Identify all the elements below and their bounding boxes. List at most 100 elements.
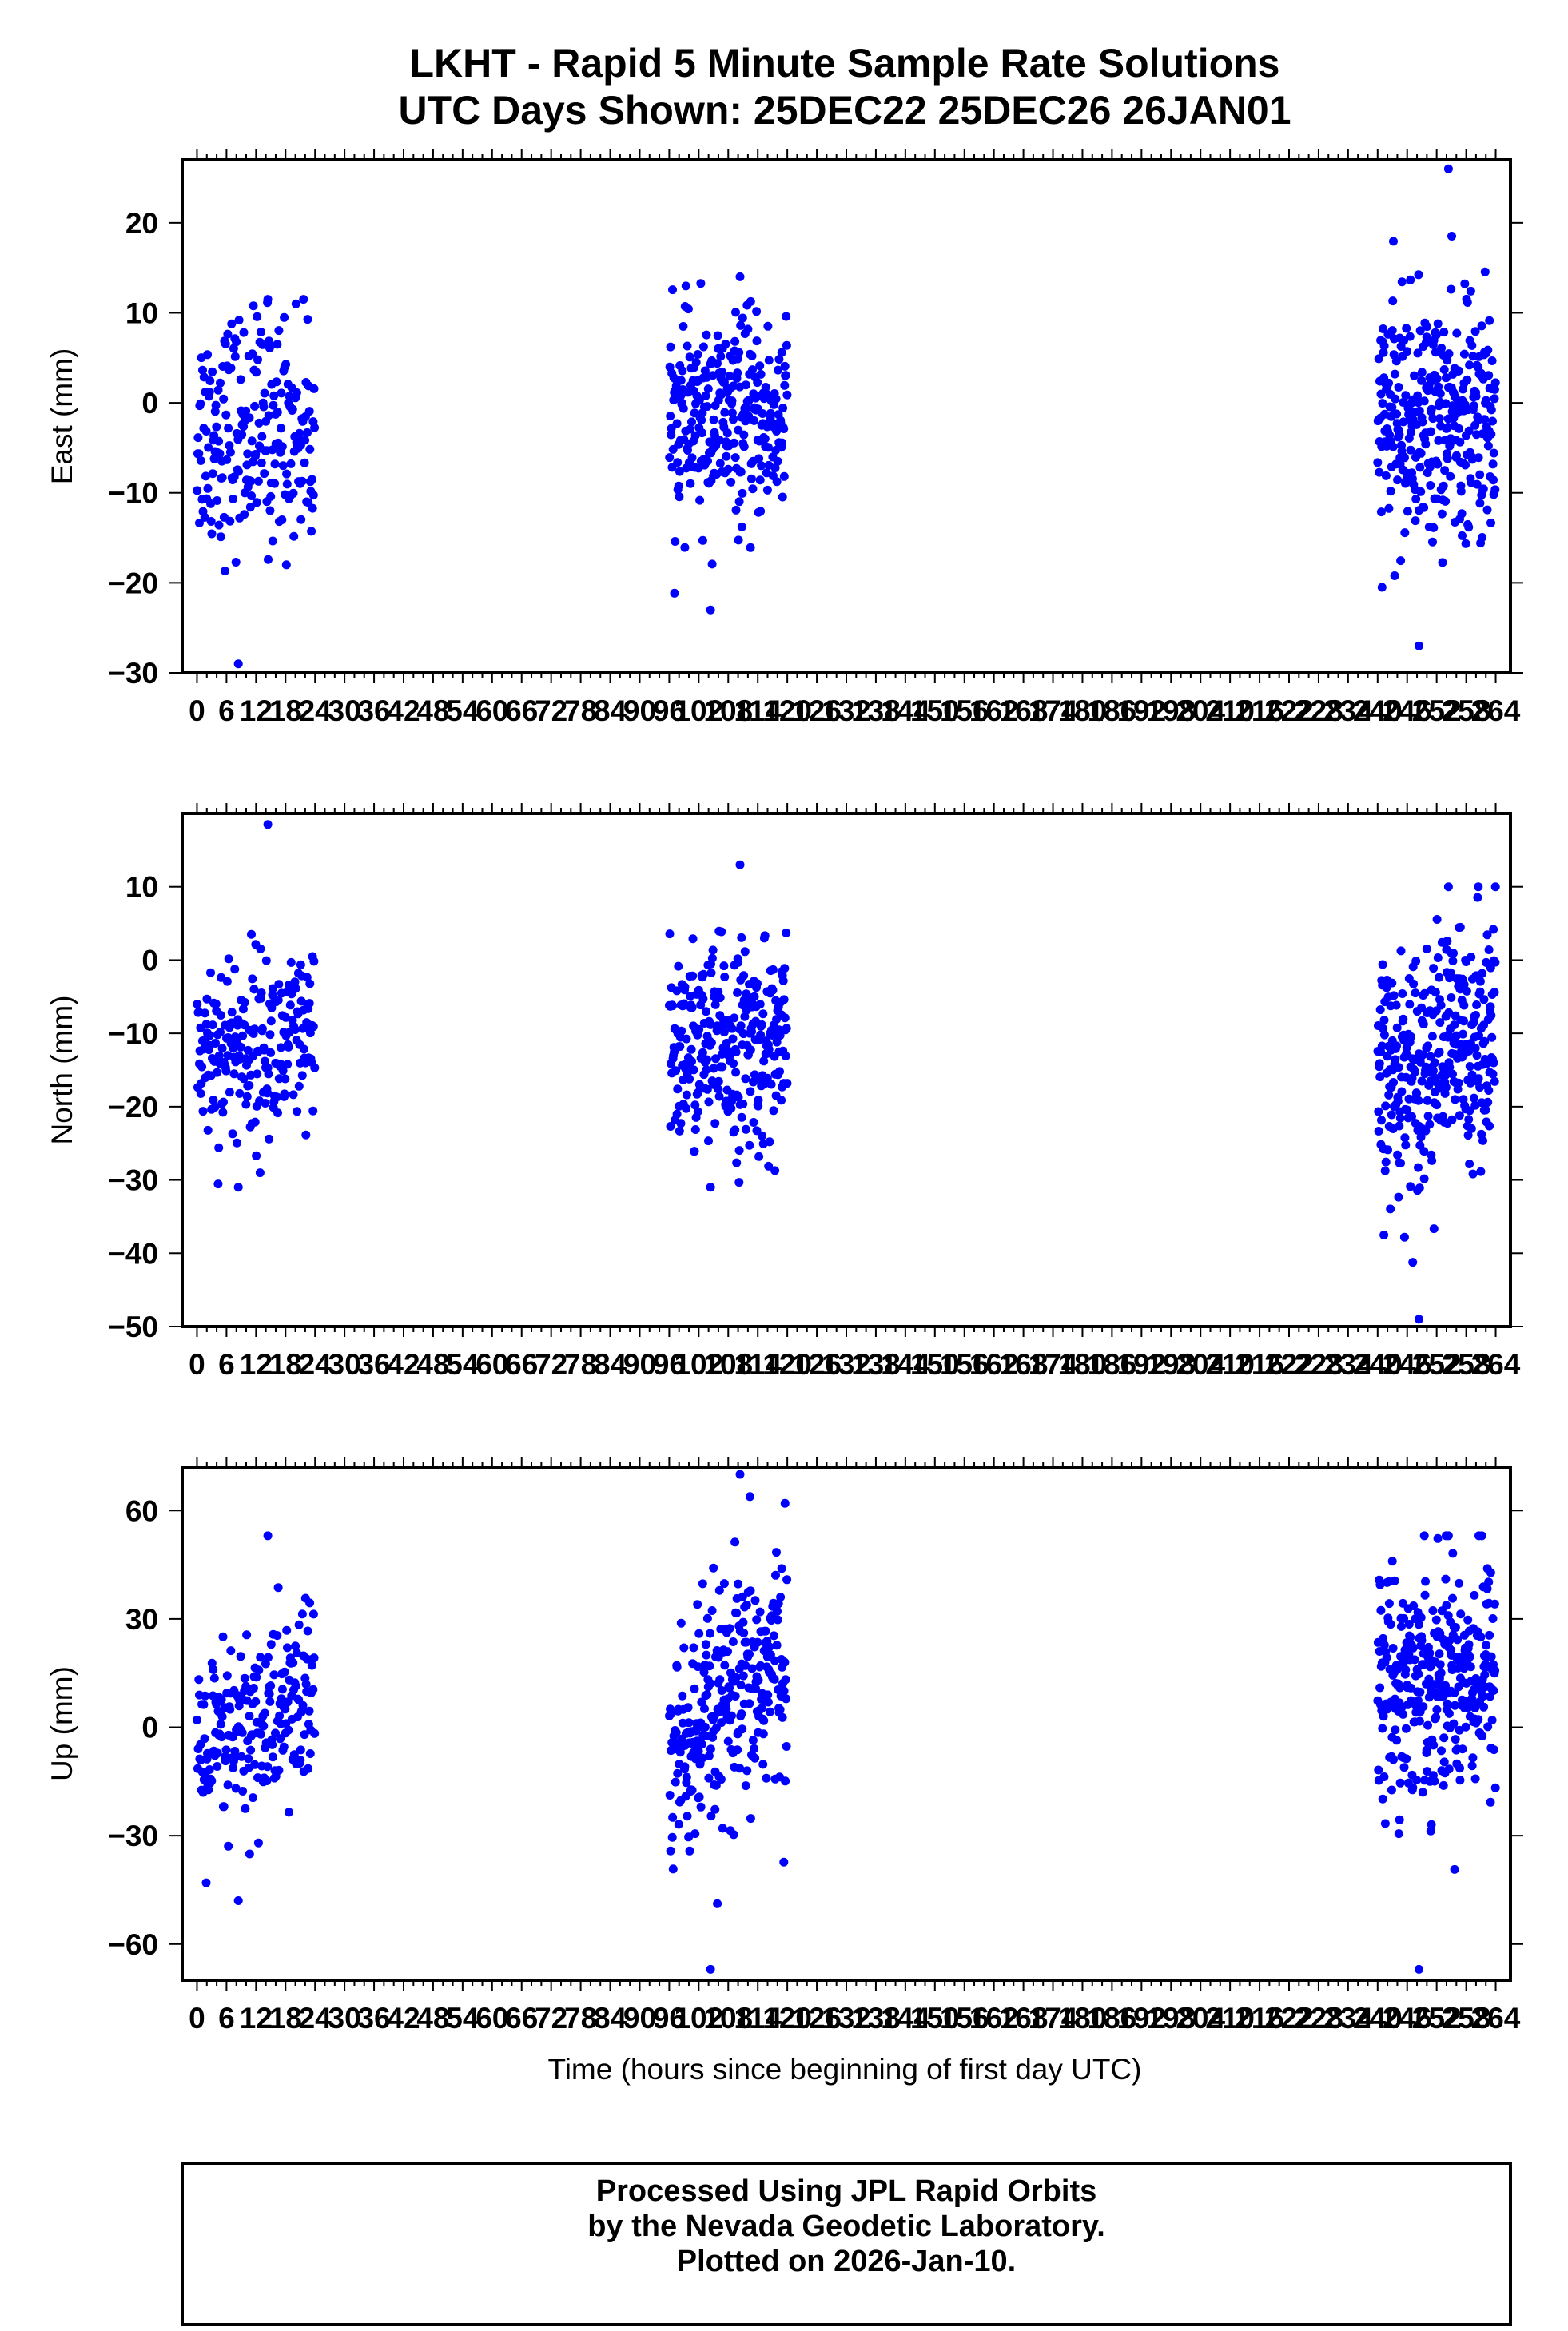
data-point xyxy=(672,986,682,996)
data-point xyxy=(746,1087,755,1096)
data-point xyxy=(761,1626,770,1636)
x-tick-label: 78 xyxy=(564,694,597,727)
data-point xyxy=(229,1763,238,1772)
data-point xyxy=(303,428,312,437)
data-point xyxy=(1401,1665,1411,1674)
data-point xyxy=(668,1864,678,1874)
data-point xyxy=(693,350,702,359)
data-point xyxy=(281,1704,290,1714)
data-point xyxy=(781,1052,790,1060)
data-point xyxy=(757,461,766,471)
data-point xyxy=(283,1060,293,1069)
data-point xyxy=(714,1076,723,1086)
data-point xyxy=(674,1820,683,1829)
data-point xyxy=(238,1787,248,1796)
data-point xyxy=(218,1632,228,1641)
data-point xyxy=(1472,1051,1482,1060)
data-point xyxy=(698,535,707,545)
data-point xyxy=(1484,1577,1494,1587)
data-point xyxy=(240,1673,249,1683)
data-point xyxy=(264,555,273,564)
data-point-min xyxy=(706,1964,715,1974)
data-point xyxy=(1434,436,1443,445)
data-point xyxy=(777,1564,786,1573)
series-25DEC22 xyxy=(193,820,320,1192)
data-point xyxy=(758,1729,768,1739)
data-point xyxy=(245,413,254,423)
data-point xyxy=(695,495,705,505)
data-point xyxy=(731,505,741,515)
data-point xyxy=(247,929,256,939)
data-point xyxy=(1455,1111,1464,1120)
data-point xyxy=(690,431,700,440)
data-point-max xyxy=(1443,164,1453,173)
data-point xyxy=(263,1088,273,1098)
data-point xyxy=(1379,1641,1389,1649)
x-tick-label: 48 xyxy=(416,1348,449,1381)
data-point xyxy=(296,1745,305,1755)
data-point xyxy=(704,1136,713,1146)
data-point xyxy=(1450,1864,1459,1874)
data-point xyxy=(782,1024,791,1033)
plot-frame xyxy=(181,812,1512,1328)
data-point xyxy=(750,1744,759,1753)
data-point xyxy=(1433,319,1443,328)
data-point xyxy=(1435,973,1444,982)
data-point xyxy=(207,529,217,539)
data-point xyxy=(1378,960,1387,969)
data-point xyxy=(283,1643,292,1653)
data-point xyxy=(690,1147,699,1156)
x-tick-label: 240 xyxy=(1353,2002,1403,2035)
data-point xyxy=(1449,1719,1459,1728)
data-point xyxy=(734,348,744,357)
data-point xyxy=(295,428,304,438)
y-tick-label: 10 xyxy=(125,871,158,904)
data-point xyxy=(205,1031,214,1040)
data-point xyxy=(1374,354,1383,364)
data-point xyxy=(217,1695,226,1704)
data-point xyxy=(269,391,279,400)
data-point xyxy=(707,953,717,963)
data-point xyxy=(193,486,202,495)
data-point xyxy=(1441,1681,1450,1690)
data-point xyxy=(1473,893,1482,902)
data-point xyxy=(686,1044,696,1054)
data-point xyxy=(1432,1100,1442,1110)
data-point xyxy=(1482,505,1492,515)
data-point xyxy=(702,1065,711,1075)
data-point xyxy=(698,1048,707,1057)
data-point xyxy=(678,366,687,376)
data-point xyxy=(1428,537,1437,547)
data-point xyxy=(1450,1020,1459,1030)
x-tick-label: 162 xyxy=(969,1348,1019,1381)
data-point xyxy=(1455,1776,1465,1785)
data-point xyxy=(213,1068,222,1077)
data-point xyxy=(1443,454,1452,463)
data-point xyxy=(1405,1000,1415,1009)
data-point xyxy=(1441,496,1451,506)
data-point xyxy=(249,1684,258,1693)
data-point xyxy=(753,979,762,988)
data-point xyxy=(779,1857,789,1867)
data-point xyxy=(728,1637,738,1646)
data-point xyxy=(1436,1000,1446,1010)
data-point xyxy=(273,408,282,417)
data-point xyxy=(216,532,225,542)
data-point xyxy=(265,1689,274,1699)
data-point xyxy=(1419,1174,1429,1183)
data-point xyxy=(1412,1776,1422,1785)
data-point xyxy=(1416,448,1426,458)
x-tick-label: 252 xyxy=(1412,1348,1462,1381)
x-tick-label: 78 xyxy=(564,1348,597,1381)
data-point xyxy=(201,1691,210,1701)
data-point xyxy=(743,324,753,334)
data-point xyxy=(667,430,676,440)
data-point xyxy=(1406,1683,1415,1693)
data-point xyxy=(1407,1112,1416,1121)
data-point xyxy=(289,531,299,541)
x-tick-label: 30 xyxy=(328,694,361,727)
data-point xyxy=(690,1684,699,1693)
data-point xyxy=(1480,415,1490,424)
data-point xyxy=(1394,1829,1403,1839)
x-tick-label: 114 xyxy=(734,2002,782,2035)
